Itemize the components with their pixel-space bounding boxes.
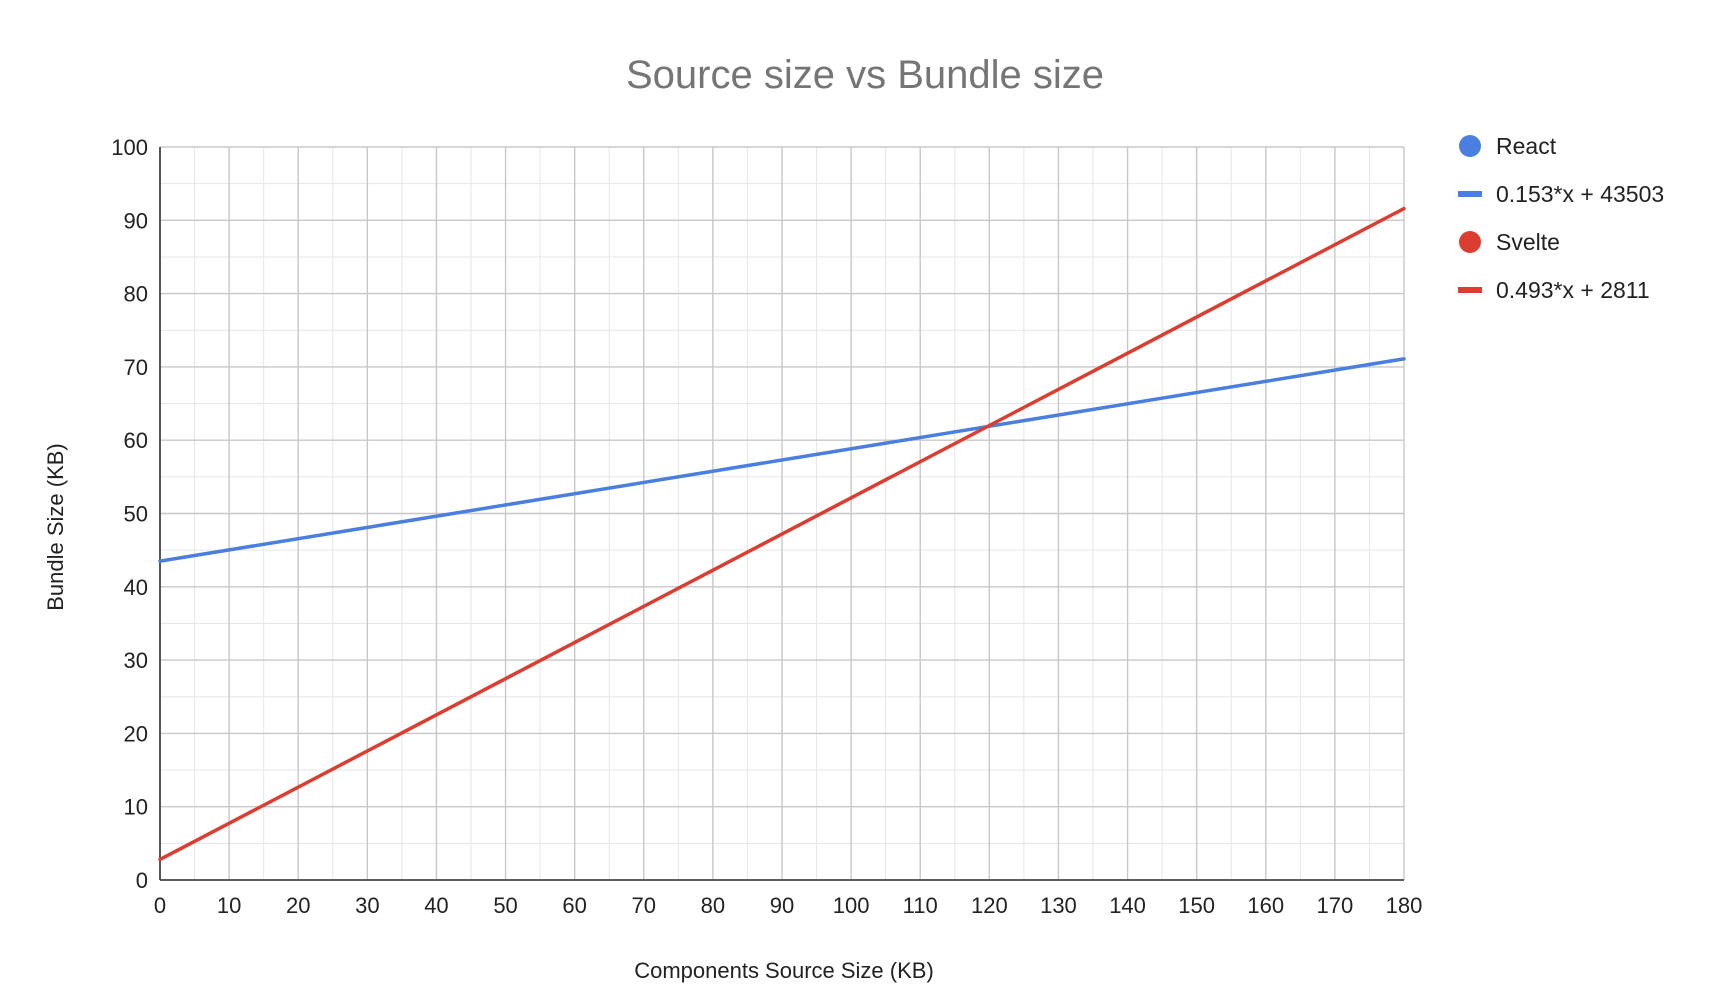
legend-marker-circle xyxy=(1459,135,1481,157)
x-tick-labels: 0 10 20 30 40 50 60 70 80 90 100 110 120 130 140 150 160… xyxy=(154,893,1422,918)
x-tick-label: 130 xyxy=(1040,893,1077,918)
y-tick-label: 40 xyxy=(124,575,148,600)
trendline-0-153-x-43503 xyxy=(158,357,1406,563)
x-tick-label: 120 xyxy=(971,893,1008,918)
x-tick-label: 170 xyxy=(1317,893,1354,918)
y-tick-label: 100 xyxy=(111,135,148,160)
chart-title: Source size vs Bundle size xyxy=(626,53,1104,97)
x-tick-label: 140 xyxy=(1109,893,1146,918)
y-axis-label: Bundle Size (KB) xyxy=(43,443,68,611)
legend-label: 0.153*x + 43503 xyxy=(1496,181,1664,207)
x-tick-label: 110 xyxy=(903,893,938,918)
y-tick-label: 10 xyxy=(124,795,148,820)
y-tick-label: 30 xyxy=(124,648,148,673)
y-tick-label: 0 xyxy=(136,868,148,893)
x-tick-label: 50 xyxy=(493,893,517,918)
y-tick-label: 60 xyxy=(124,428,148,453)
legend-marker-circle xyxy=(1459,231,1481,253)
legend-marker-line xyxy=(1458,287,1482,293)
legend-label: Svelte xyxy=(1496,229,1560,255)
x-axis-label: Components Source Size (KB) xyxy=(634,958,934,983)
x-tick-label: 100 xyxy=(833,893,870,918)
y-tick-label: 50 xyxy=(124,502,148,527)
legend-label: React xyxy=(1496,133,1557,159)
x-tick-label: 90 xyxy=(770,893,794,918)
x-tick-label: 160 xyxy=(1247,893,1284,918)
x-tick-label: 180 xyxy=(1386,893,1423,918)
x-tick-label: 20 xyxy=(286,893,310,918)
x-tick-label: 30 xyxy=(355,893,379,918)
x-tick-label: 80 xyxy=(701,893,725,918)
x-tick-label: 70 xyxy=(632,893,656,918)
y-tick-label: 80 xyxy=(124,282,148,307)
y-tick-label: 70 xyxy=(124,355,148,380)
y-tick-label: 20 xyxy=(124,721,148,746)
y-tick-label: 90 xyxy=(124,208,148,233)
axes xyxy=(159,147,1404,881)
legend-label: 0.493*x + 2811 xyxy=(1496,277,1650,303)
y-tick-labels: 0 10 20 30 40 50 60 70 80 90 100 xyxy=(111,135,148,893)
x-tick-label: 150 xyxy=(1178,893,1215,918)
series-lines xyxy=(158,206,1406,862)
legend: React 0.153*x + 43503 Svelte 0.493*x + 2811 xyxy=(1458,133,1664,303)
x-tick-label: 40 xyxy=(424,893,448,918)
legend-marker-line xyxy=(1458,191,1482,197)
trendline-0-493-x-2811 xyxy=(158,206,1406,862)
x-tick-label: 60 xyxy=(562,893,586,918)
x-tick-label: 0 xyxy=(154,893,166,918)
x-tick-label: 10 xyxy=(217,893,241,918)
